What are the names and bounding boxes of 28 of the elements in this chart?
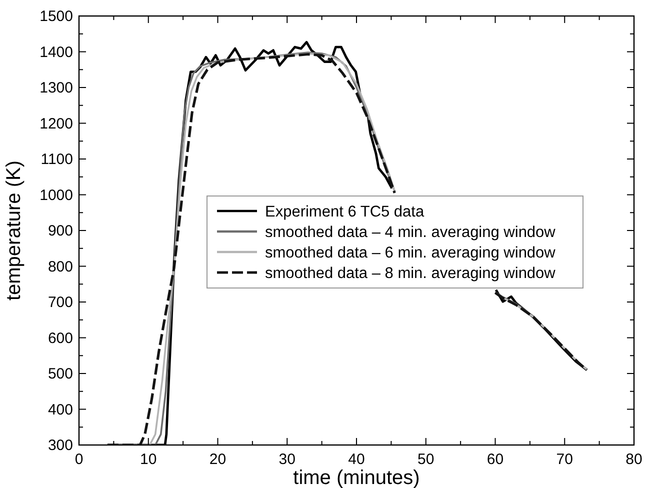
x-tick-label: 50 [418,451,434,468]
x-tick-label: 40 [348,451,365,468]
legend-label: smoothed data – 4 min. averaging window [265,224,556,241]
y-tick-label: 1500 [40,8,73,25]
x-tick-label: 20 [209,451,226,468]
y-axis-title: temperature (K) [3,160,25,301]
legend-label: Experiment 6 TC5 data [265,204,424,220]
x-axis-title: time (minutes) [293,467,420,488]
legend-label: smoothed data – 6 min. averaging window [265,244,556,262]
y-tick-label: 400 [48,401,73,418]
legend-label: smoothed data – 8 min. averaging window [265,265,556,282]
x-tick-label: 70 [556,451,573,468]
y-tick-label: 1100 [40,151,73,168]
x-tick-label: 30 [278,451,296,468]
y-tick-label: 1400 [40,44,73,61]
y-tick-label: 900 [48,222,73,240]
y-tick-label: 1300 [40,80,73,96]
y-tick-label: 300 [48,437,73,454]
x-tick-label: 80 [626,451,642,468]
y-tick-label: 800 [48,258,73,276]
y-tick-label: 1200 [40,115,73,132]
y-tick-label: 700 [48,294,73,311]
x-tick-label: 60 [486,451,504,468]
x-tick-label: 0 [74,451,84,468]
x-tick-label: 10 [140,451,157,468]
y-tick-label: 1000 [40,186,73,204]
y-tick-label: 500 [48,366,73,382]
y-tick-label: 600 [48,330,73,347]
